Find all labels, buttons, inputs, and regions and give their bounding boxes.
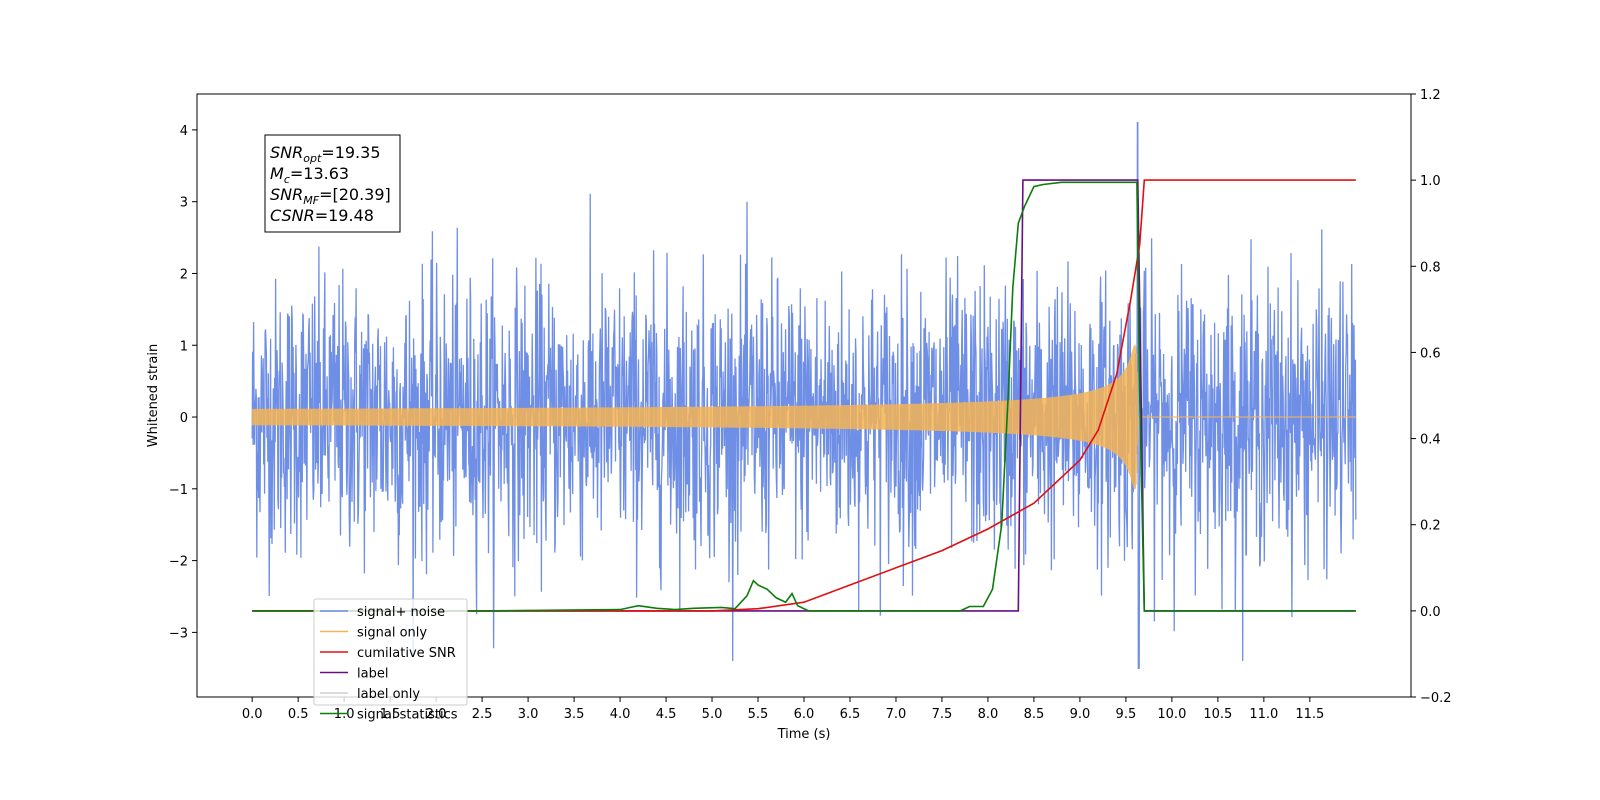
legend-entry: signal only: [357, 626, 427, 641]
y-tick-label: 1: [180, 339, 188, 354]
legend-entry: label: [357, 667, 388, 682]
plot-area: [251, 122, 1357, 669]
x-tick-label: 1.5: [380, 707, 401, 722]
x-tick-label: 5.0: [702, 707, 723, 722]
y2-tick-label: 0.6: [1420, 346, 1441, 361]
y2-tick-label: 0.0: [1420, 605, 1441, 620]
y2-tick-label: 1.0: [1420, 174, 1441, 189]
x-tick-label: 9.0: [1070, 707, 1091, 722]
x-tick-label: 6.0: [794, 707, 815, 722]
annotation-line: CSNR=19.48: [270, 206, 374, 225]
x-tick-label: 8.0: [978, 707, 999, 722]
x-tick-label: 4.5: [656, 707, 677, 722]
annotation-line: SNRMF=[20.39]: [270, 185, 391, 207]
y2-tick-label: −0.2: [1420, 691, 1452, 706]
axes: 0.0 0.5 1.0 1.5 2.0 2.5 3.0 3.5 4.0 4.5 5.0 5.5 6.0 6…: [146, 88, 1452, 742]
x-tick-label: 2.0: [426, 707, 447, 722]
legend: signal+ noise signal only cumilative SNR la…: [313, 598, 468, 723]
series-signal-noise: [251, 122, 1357, 669]
annotation-line: SNRopt=19.35: [270, 143, 381, 165]
x-tick-label: 4.0: [610, 707, 631, 722]
x-tick-label: 10.0: [1157, 707, 1186, 722]
x-tick-label: 7.0: [886, 707, 907, 722]
y-tick-label: 4: [180, 124, 188, 139]
x-tick-label: 6.5: [840, 707, 861, 722]
x-axis-label: Time (s): [777, 727, 831, 742]
x-tick-label: 0.5: [288, 707, 309, 722]
y-tick-label: 2: [180, 267, 188, 282]
y-tick-label: 0: [180, 411, 188, 426]
y2-tick-label: 0.8: [1420, 260, 1441, 275]
annotation-box: SNRopt=19.35Mc=13.63SNRMF=[20.39]CSNR=19…: [264, 134, 401, 233]
y2-tick-label: 1.2: [1420, 88, 1441, 103]
x-tick-label: 11.5: [1295, 707, 1324, 722]
x-tick-label: 10.5: [1203, 707, 1232, 722]
x-tick-label: 11.0: [1249, 707, 1278, 722]
series-signal-statistics: [252, 181, 1356, 612]
y2-tick-label: 0.4: [1420, 433, 1441, 448]
x-tick-label: 0.0: [242, 707, 263, 722]
annotation-line: Mc=13.63: [270, 164, 349, 186]
y2-tick-label: 0.2: [1420, 519, 1441, 534]
x-tick-label: 8.5: [1024, 707, 1045, 722]
annotation-frame: [264, 134, 401, 233]
series-cumulative-snr: [252, 179, 1356, 612]
legend-entry: label only: [357, 687, 420, 702]
x-tick-label: 2.5: [472, 707, 493, 722]
legend-entry: signal statistics: [357, 708, 458, 723]
y-tick-label: −1: [169, 483, 188, 498]
y-tick-label: 3: [180, 196, 188, 211]
legend-entry: signal+ noise: [357, 605, 445, 620]
x-tick-label: 1.0: [334, 707, 355, 722]
y-axis-label: Whitened strain: [146, 344, 161, 447]
x-tick-label: 3.5: [564, 707, 585, 722]
x-tick-label: 5.5: [748, 707, 769, 722]
x-tick-label: 7.5: [932, 707, 953, 722]
x-tick-label: 3.0: [518, 707, 539, 722]
x-tick-label: 9.5: [1116, 707, 1137, 722]
y-tick-label: −2: [169, 555, 188, 570]
series-signal-only: [251, 344, 1356, 490]
y-tick-label: −3: [169, 626, 188, 641]
legend-frame: [313, 598, 468, 706]
legend-entry: cumilative SNR: [357, 646, 456, 661]
